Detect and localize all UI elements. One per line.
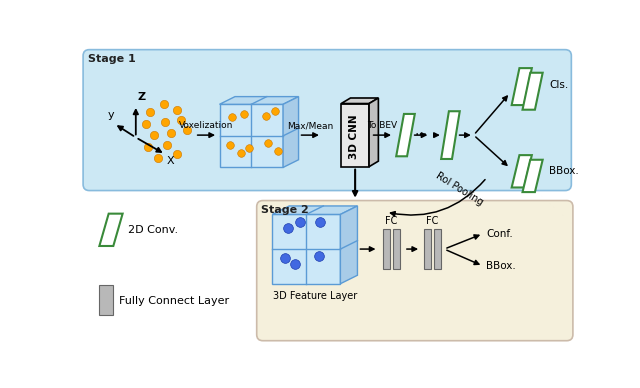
Polygon shape [340,206,358,284]
Polygon shape [341,104,369,167]
Text: Fully Connect Layer: Fully Connect Layer [119,296,229,306]
Text: 3D CNN: 3D CNN [349,114,359,159]
FancyBboxPatch shape [257,201,573,341]
Text: Z: Z [138,92,145,102]
Polygon shape [272,206,358,215]
Text: 3D Feature Layer: 3D Feature Layer [273,291,357,301]
Text: BBox.: BBox. [486,261,516,271]
Bar [393,229,400,269]
Polygon shape [396,114,415,156]
Text: FC: FC [426,216,439,226]
Polygon shape [441,111,460,159]
Text: y: y [108,111,115,121]
Polygon shape [220,104,283,168]
Polygon shape [341,98,378,104]
Text: BBox.: BBox. [549,166,579,176]
Polygon shape [283,97,298,168]
Polygon shape [272,215,340,284]
Polygon shape [369,98,378,167]
Polygon shape [522,160,543,192]
Polygon shape [99,214,123,246]
Polygon shape [522,73,543,110]
Text: Max/Mean: Max/Mean [287,121,333,130]
Text: 2D Conv.: 2D Conv. [128,225,178,235]
Text: Conf.: Conf. [486,229,513,239]
Text: Stage 1: Stage 1 [88,54,136,64]
FancyBboxPatch shape [83,50,572,191]
Bar [424,229,431,269]
Bar [99,285,113,315]
Polygon shape [511,155,532,187]
Polygon shape [220,97,298,104]
Polygon shape [511,68,532,105]
Bar [434,229,441,269]
Text: ...: ... [415,124,428,138]
Text: RoI Pooling: RoI Pooling [435,171,485,208]
Text: Stage 2: Stage 2 [261,205,309,215]
Bar [383,229,390,269]
Text: Voxelization: Voxelization [179,121,234,130]
Text: To BEV: To BEV [367,121,397,130]
Text: X: X [167,156,175,166]
Text: Cls.: Cls. [549,80,568,90]
Text: FC: FC [385,216,397,226]
